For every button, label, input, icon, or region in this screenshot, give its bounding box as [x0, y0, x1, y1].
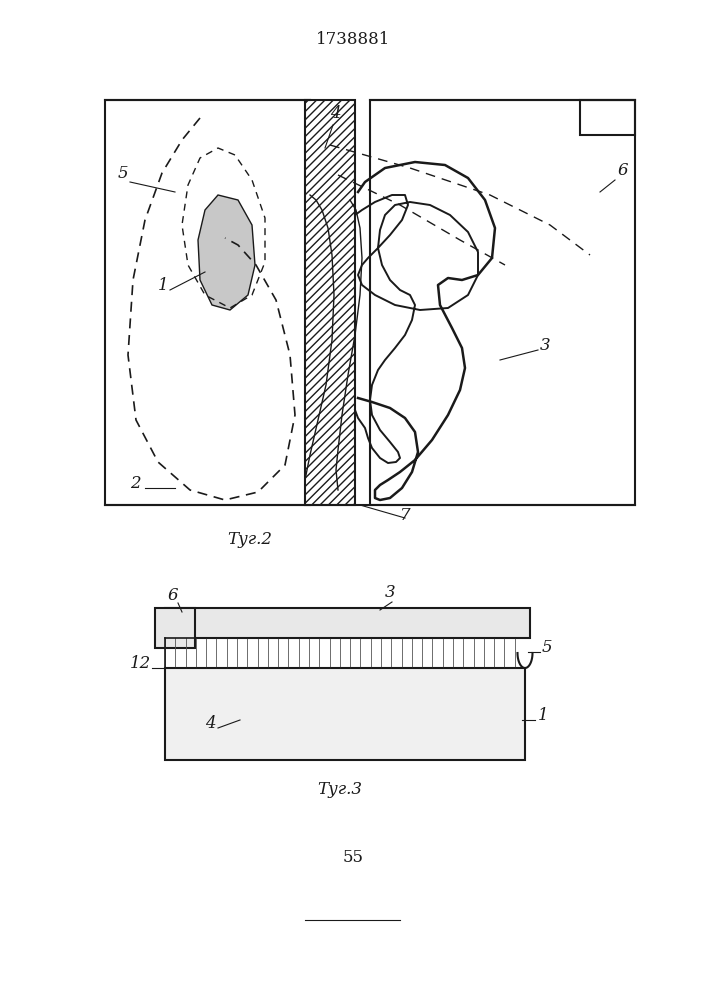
- Polygon shape: [198, 195, 255, 310]
- Text: Τуг.3: Τуг.3: [317, 782, 363, 798]
- Text: 4: 4: [205, 715, 216, 732]
- Text: 6: 6: [168, 587, 179, 604]
- Text: 5: 5: [118, 165, 129, 182]
- Text: 3: 3: [385, 584, 396, 601]
- Polygon shape: [155, 608, 195, 648]
- Text: 1: 1: [158, 277, 169, 294]
- Text: 5: 5: [542, 639, 553, 656]
- Polygon shape: [165, 608, 530, 638]
- Text: 3: 3: [540, 337, 551, 354]
- Text: 55: 55: [342, 850, 363, 866]
- Text: Τуг.2: Τуг.2: [228, 532, 272, 548]
- Text: 4: 4: [330, 105, 341, 122]
- Text: 12: 12: [130, 655, 151, 672]
- Text: 1: 1: [538, 707, 549, 724]
- Text: 2: 2: [130, 475, 141, 492]
- Text: 7: 7: [400, 507, 411, 524]
- Polygon shape: [165, 668, 525, 760]
- Text: 1738881: 1738881: [316, 31, 390, 48]
- Text: 6: 6: [618, 162, 629, 179]
- Polygon shape: [305, 100, 355, 505]
